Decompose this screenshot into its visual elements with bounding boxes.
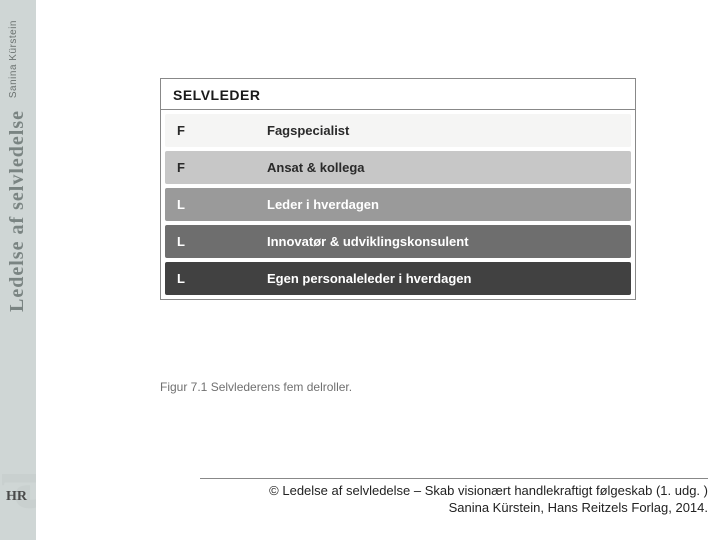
row-label: Leder i hverdagen: [267, 197, 379, 212]
side-strip: Sanina Kürstein Ledelse af selvledelse e…: [0, 0, 36, 540]
row-code: L: [177, 197, 267, 212]
row-code: F: [177, 160, 267, 175]
table-row: LInnovatør & udviklingskonsulent: [165, 225, 631, 258]
row-label: Ansat & kollega: [267, 160, 365, 175]
publisher-mark: HR: [6, 489, 27, 505]
citation-line1: © Ledelse af selvledelse – Skab visionær…: [200, 483, 708, 498]
side-author: Sanina Kürstein: [8, 20, 19, 98]
table-header: SELVLEDER: [161, 79, 635, 110]
citation: © Ledelse af selvledelse – Skab visionær…: [200, 478, 708, 515]
row-code: L: [177, 271, 267, 286]
row-code: F: [177, 123, 267, 138]
table-rows-container: FFagspecialistFAnsat & kollegaLLeder i h…: [161, 114, 635, 295]
table-caption: Figur 7.1 Selvlederens fem delroller.: [160, 380, 352, 394]
row-label: Egen personaleleder i hverdagen: [267, 271, 471, 286]
side-title: Ledelse af selvledelse: [6, 110, 29, 312]
citation-divider: [200, 478, 708, 479]
roles-table: SELVLEDER FFagspecialistFAnsat & kollega…: [160, 78, 636, 300]
table-row: LEgen personaleleder i hverdagen: [165, 262, 631, 295]
citation-line2: Sanina Kürstein, Hans Reitzels Forlag, 2…: [200, 500, 708, 515]
table-row: FAnsat & kollega: [165, 151, 631, 184]
row-label: Innovatør & udviklingskonsulent: [267, 234, 469, 249]
row-code: L: [177, 234, 267, 249]
row-label: Fagspecialist: [267, 123, 349, 138]
table-row: LLeder i hverdagen: [165, 188, 631, 221]
table-row: FFagspecialist: [165, 114, 631, 147]
